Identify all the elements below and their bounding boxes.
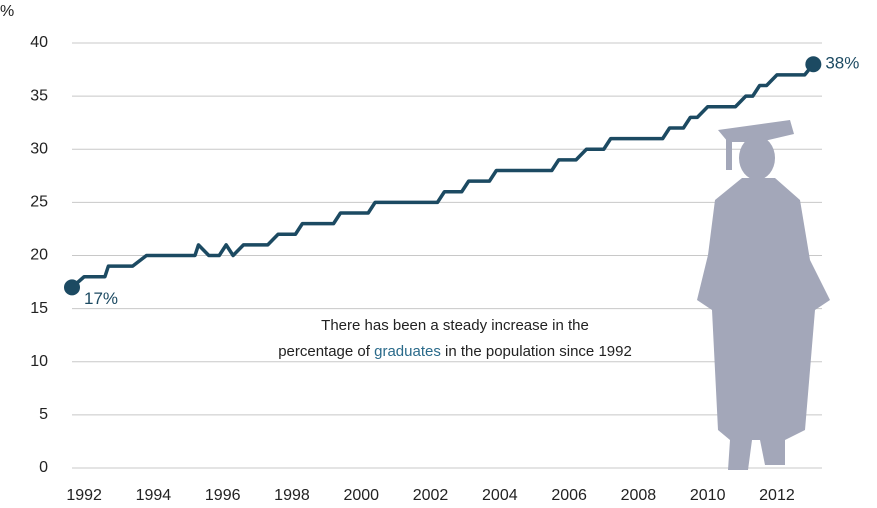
value-label: 17% (84, 289, 118, 308)
annotation-line: There has been a steady increase in the (321, 317, 589, 334)
x-tick-label: 1996 (205, 487, 241, 504)
x-tick-label: 2002 (413, 487, 449, 504)
y-tick-label: 0 (39, 459, 48, 476)
y-tick-label: 20 (30, 247, 48, 264)
x-tick-label: 2008 (621, 487, 657, 504)
point-marker (805, 56, 822, 73)
x-tick-label: 1994 (136, 487, 172, 504)
y-tick-label: 40 (30, 34, 48, 51)
annotation-line: percentage of graduates in the populatio… (278, 343, 632, 360)
x-tick-label: 2006 (551, 487, 587, 504)
y-tick-label: 5 (39, 406, 48, 423)
y-tick-label: 35 (30, 87, 48, 104)
x-tick-label: 2012 (759, 487, 795, 504)
annotation-text: percentage of (278, 343, 371, 360)
x-tick-label: 2010 (690, 487, 726, 504)
data-line (70, 63, 815, 289)
annotation-highlight: graduates (374, 343, 441, 360)
graduate-silhouette (697, 120, 830, 470)
x-tick-label: 2000 (343, 487, 379, 504)
y-axis-label: % (0, 3, 14, 20)
x-tick-label: 1992 (66, 487, 102, 504)
y-tick-label: 30 (30, 140, 48, 157)
y-tick-label: 10 (30, 353, 48, 370)
point-marker (64, 279, 80, 296)
value-label: 38% (825, 54, 859, 73)
annotation-text: in the population since 1992 (445, 343, 632, 360)
y-tick-label: 15 (30, 300, 48, 317)
y-tick-label: 25 (30, 194, 48, 211)
x-tick-label: 2004 (482, 487, 518, 504)
x-tick-label: 1998 (274, 487, 310, 504)
